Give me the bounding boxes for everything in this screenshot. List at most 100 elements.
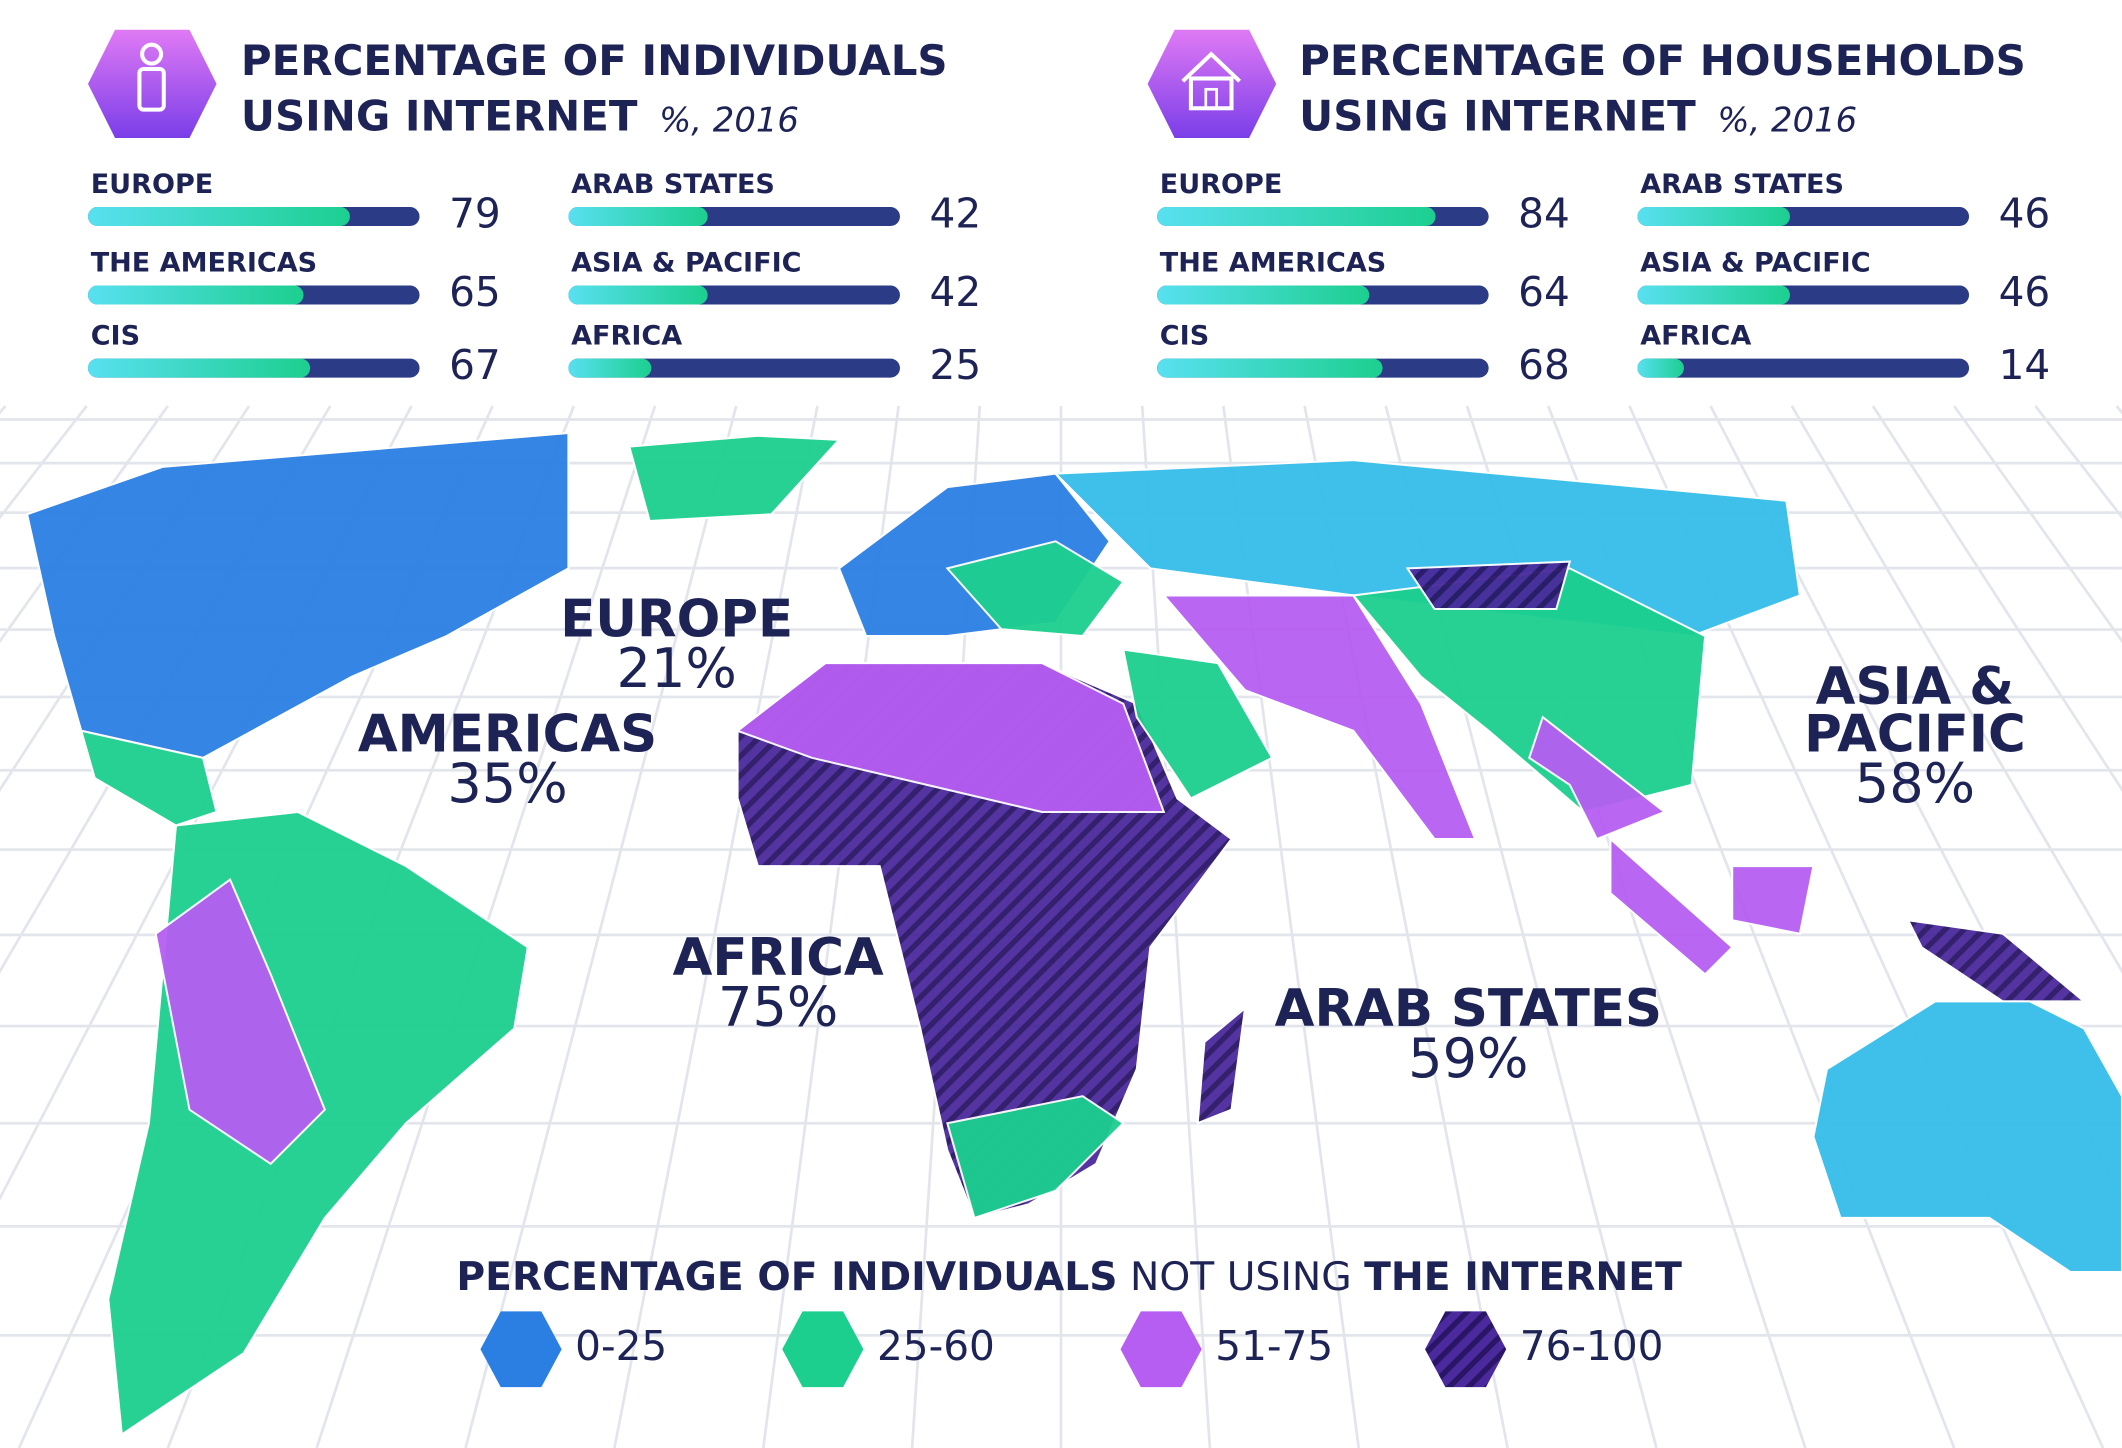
- category-label: EUROPE: [91, 169, 214, 200]
- land: [79, 729, 218, 827]
- category-label: AFRICA: [571, 320, 682, 351]
- legend-title-part: PERCENTAGE OF INDIVIDUALS: [456, 1254, 1117, 1299]
- grid-line: [613, 405, 819, 1448]
- land: [1405, 560, 1572, 610]
- land: [628, 434, 842, 523]
- land: [1161, 594, 1477, 841]
- panel-title: USING INTERNET: [1299, 92, 1696, 141]
- bar: [1637, 358, 1684, 378]
- region-value: 21%: [617, 637, 737, 700]
- bar: [568, 285, 708, 305]
- bar-track: [1637, 358, 1970, 378]
- category-label: EUROPE: [1160, 169, 1283, 200]
- panel-title: USING INTERNET: [241, 92, 638, 141]
- panel-note: %, 2016: [1717, 100, 1857, 139]
- bar: [87, 207, 350, 226]
- legend-label: 51-75: [1215, 1322, 1333, 1370]
- region-name: ASIA &: [1816, 657, 2014, 717]
- value-label: 42: [930, 190, 982, 238]
- value-label: 46: [1999, 190, 2051, 238]
- bar: [1637, 207, 1791, 226]
- bar: [1637, 285, 1791, 305]
- land: [945, 540, 1125, 638]
- region-value: 59%: [1408, 1027, 1528, 1090]
- grid-line: [1790, 405, 2122, 974]
- land: [1906, 918, 2087, 1003]
- grid-line: [2034, 405, 2122, 520]
- legend-swatch: [782, 1311, 864, 1388]
- bar-track: [568, 358, 900, 378]
- bar: [1157, 358, 1383, 378]
- bar: [568, 358, 652, 378]
- category-label: AFRICA: [1640, 320, 1751, 351]
- region-name: PACIFIC: [1804, 705, 2026, 765]
- category-label: CIS: [1160, 320, 1209, 351]
- bar: [87, 285, 304, 305]
- land: [1731, 865, 1815, 935]
- land: [1609, 836, 1734, 976]
- land: [1812, 1000, 2122, 1274]
- category-label: THE AMERICAS: [1160, 247, 1386, 278]
- value-label: 46: [1999, 268, 2051, 316]
- legend-label: 25-60: [877, 1322, 995, 1370]
- region-name: EUROPE: [560, 590, 793, 650]
- category-label: THE AMERICAS: [91, 247, 317, 278]
- region-value: 35%: [447, 752, 567, 815]
- category-label: ARAB STATES: [571, 169, 775, 200]
- legend-swatch: [1425, 1311, 1507, 1388]
- grid-line: [464, 405, 738, 1448]
- land: [154, 878, 327, 1166]
- world-map: [25, 431, 2122, 1437]
- value-label: 42: [930, 268, 982, 316]
- legend-label: 76-100: [1520, 1322, 1664, 1370]
- value-label: 67: [449, 341, 501, 389]
- person-icon: [87, 29, 217, 139]
- region-name: AFRICA: [673, 928, 884, 988]
- value-label: 14: [1999, 341, 2051, 389]
- legend-title-part: NOT USING: [1130, 1254, 1352, 1299]
- value-label: 79: [449, 190, 501, 238]
- region-name: AMERICAS: [358, 705, 657, 765]
- grid-line: [2115, 405, 2122, 415]
- grid-line: [0, 405, 7, 415]
- bar: [1157, 207, 1436, 226]
- land: [946, 1095, 1125, 1220]
- land: [735, 662, 1166, 813]
- bar: [568, 207, 708, 226]
- grid-line: [1140, 405, 1212, 1448]
- value-label: 65: [449, 268, 501, 316]
- land: [25, 431, 570, 759]
- panel-title: PERCENTAGE OF HOUSEHOLDS: [1299, 36, 2026, 85]
- category-label: CIS: [91, 320, 140, 351]
- grid-line: [1709, 405, 2122, 1201]
- region-value: 75%: [718, 976, 838, 1039]
- bar-panels: PERCENTAGE OF INDIVIDUALS USING INTERNET%…: [87, 36, 2051, 389]
- legend-swatch: [480, 1311, 562, 1388]
- legend-swatch: [1120, 1311, 1202, 1388]
- value-label: 64: [1518, 268, 1570, 316]
- value-label: 84: [1518, 190, 1570, 238]
- category-label: ARAB STATES: [1640, 169, 1844, 200]
- panel-note: %, 2016: [659, 100, 799, 139]
- value-label: 25: [930, 341, 982, 389]
- legend-label: 0-25: [575, 1322, 667, 1370]
- panel-title: PERCENTAGE OF INDIVIDUALS: [241, 36, 948, 85]
- legend-title-part: THE INTERNET: [1364, 1254, 1682, 1299]
- bar: [1157, 285, 1370, 305]
- land: [1528, 715, 1667, 841]
- bar: [87, 358, 311, 378]
- house-icon: [1147, 29, 1277, 139]
- category-label: ASIA & PACIFIC: [571, 247, 801, 278]
- value-label: 68: [1518, 341, 1570, 389]
- region-name: ARAB STATES: [1275, 979, 1662, 1039]
- legend: 0-25 25-60 51-75 76-100: [480, 1311, 1664, 1388]
- grid-line: [1871, 405, 2122, 792]
- grid-line: [1953, 405, 2122, 644]
- region-value: 58%: [1855, 752, 1975, 815]
- category-label: ASIA & PACIFIC: [1640, 247, 1870, 278]
- land: [1196, 1005, 1247, 1125]
- legend-title: PERCENTAGE OF INDIVIDUALS NOT USING THE …: [456, 1254, 1682, 1299]
- land: [1121, 648, 1274, 800]
